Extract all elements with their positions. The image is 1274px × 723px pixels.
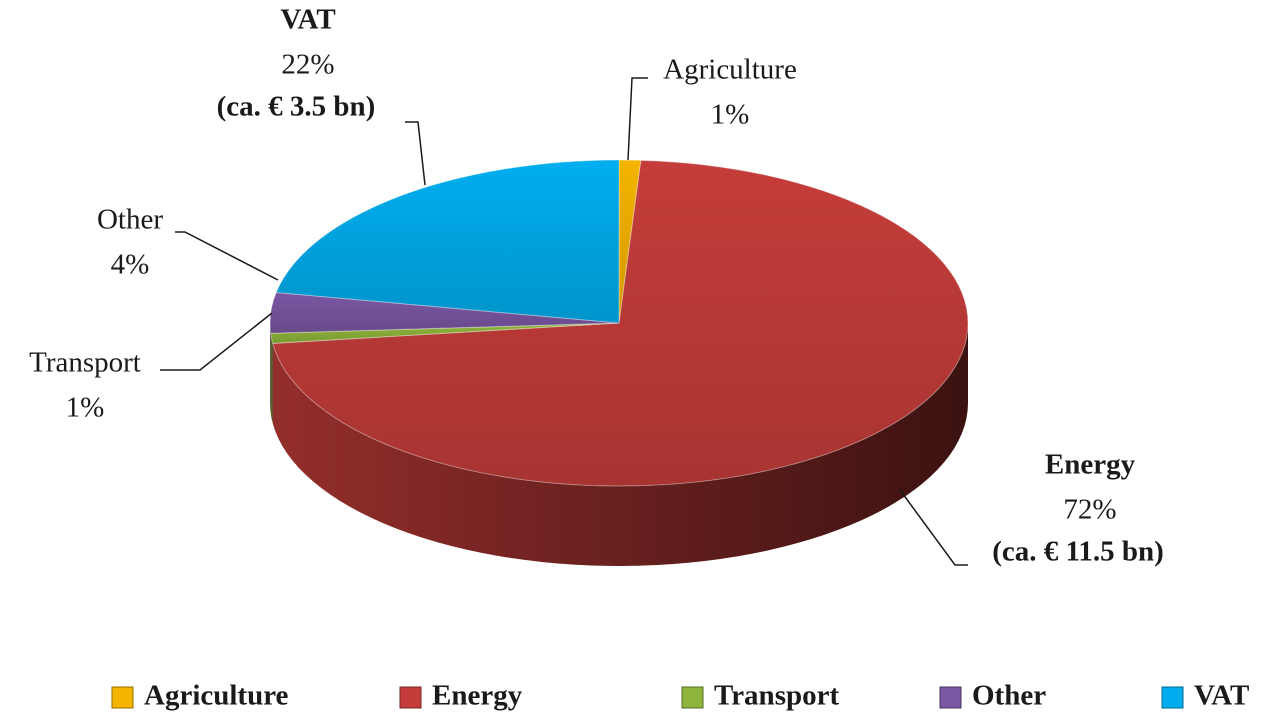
legend-marker <box>1161 686 1184 709</box>
slice <box>269 291 620 334</box>
leader-line <box>160 312 273 371</box>
data-label-name: Transport <box>29 347 141 379</box>
data-label-name: Agriculture <box>663 54 797 86</box>
legend-marker <box>681 686 704 709</box>
data-label-value: 1% <box>66 392 105 424</box>
data-label-value: 22% <box>281 49 334 81</box>
legend-label: Transport <box>714 680 839 712</box>
leader-line <box>405 121 426 186</box>
slice <box>272 159 969 487</box>
slice-side <box>272 323 969 566</box>
leader-line <box>899 489 968 566</box>
data-label-note: (ca. € 3.5 bn) <box>217 91 376 123</box>
slice <box>275 159 620 324</box>
legend-label: Other <box>972 680 1046 712</box>
legend-marker <box>111 686 134 709</box>
legend-marker <box>939 686 962 709</box>
legend-marker <box>399 686 422 709</box>
legend-label: VAT <box>1194 680 1249 712</box>
data-label-value: 4% <box>111 249 150 281</box>
data-label-name: Energy <box>1045 449 1136 481</box>
slice-side <box>270 323 271 414</box>
data-label-note: (ca. € 11.5 bn) <box>992 536 1164 568</box>
slice <box>270 322 620 344</box>
data-label-name: Other <box>97 204 163 236</box>
slice-side <box>270 333 273 424</box>
leader-line <box>627 77 648 161</box>
legend-label: Agriculture <box>144 680 289 712</box>
data-label-name: VAT <box>280 4 335 36</box>
slice <box>618 159 642 324</box>
data-label-value: 72% <box>1063 494 1116 526</box>
data-label-value: 1% <box>711 99 750 131</box>
leader-line <box>175 231 279 281</box>
legend-label: Energy <box>432 680 523 712</box>
